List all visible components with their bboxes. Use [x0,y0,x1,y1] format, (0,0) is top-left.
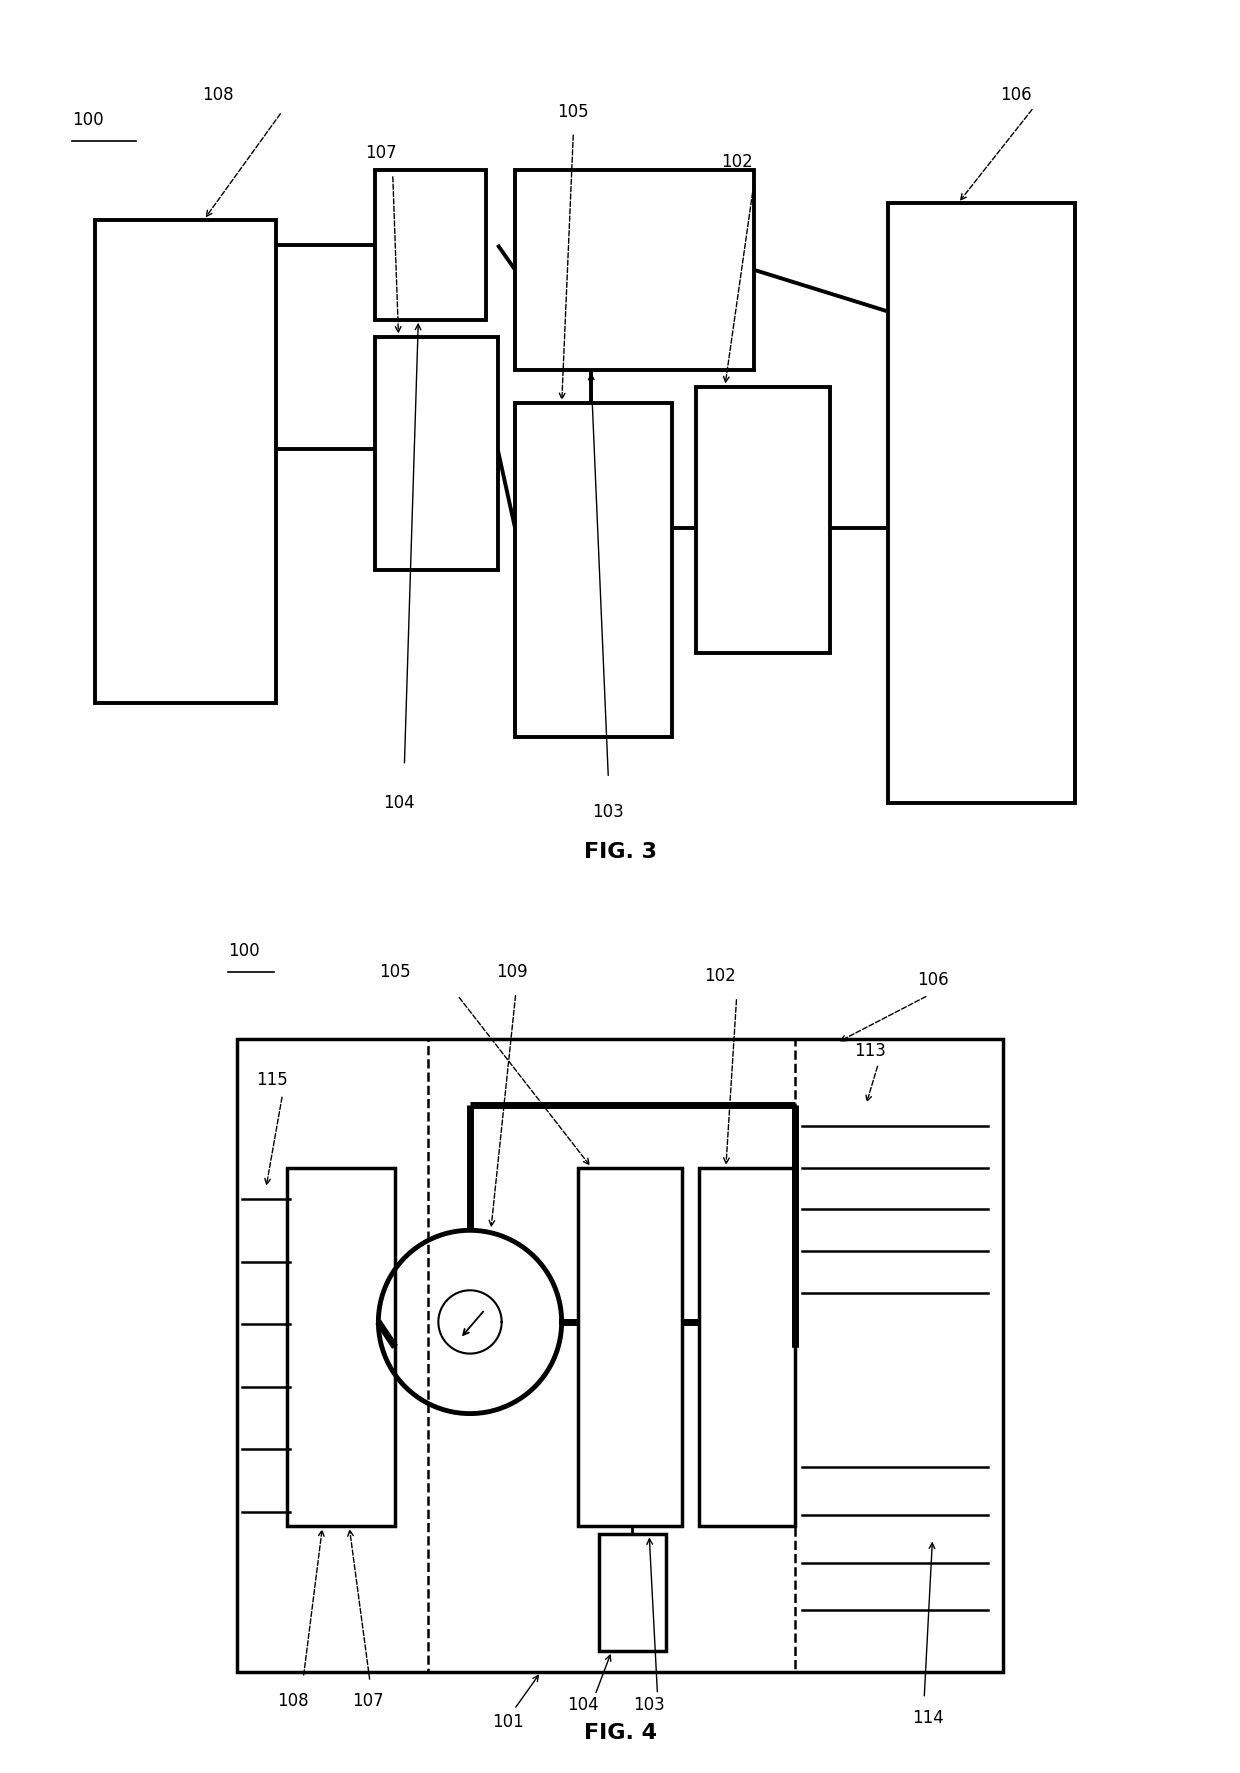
Bar [515,170,754,371]
Text: 107: 107 [366,144,397,161]
Text: 104: 104 [383,794,414,812]
Text: 107: 107 [352,1691,383,1711]
Text: 106: 106 [1001,85,1032,105]
Text: 113: 113 [854,1043,885,1060]
Text: FIG. 4: FIG. 4 [584,1723,656,1743]
Bar [795,1039,1003,1672]
Text: 102: 102 [720,152,753,170]
Bar [515,402,672,736]
Bar [376,170,486,319]
Bar [699,1168,795,1527]
Text: 106: 106 [916,972,949,989]
Bar [599,1534,666,1651]
Text: 103: 103 [593,803,624,821]
Text: FIG. 3: FIG. 3 [584,842,656,862]
Text: 100: 100 [72,112,104,129]
Text: 114: 114 [913,1709,944,1727]
Text: 105: 105 [558,103,589,121]
Bar [237,1039,428,1672]
Text: 108: 108 [277,1691,309,1711]
Text: 109: 109 [496,963,527,980]
Text: 105: 105 [379,963,410,980]
Text: 104: 104 [567,1697,599,1714]
Bar [376,337,497,569]
Bar [578,1168,682,1527]
Text: 100: 100 [228,941,260,961]
Bar [888,204,1075,803]
Bar [286,1168,396,1527]
Bar [95,220,277,704]
Bar [696,387,830,652]
Text: 115: 115 [255,1071,288,1089]
Text: 101: 101 [491,1713,523,1730]
Bar [237,1039,1003,1672]
Text: 102: 102 [704,966,735,986]
Text: 103: 103 [634,1697,665,1714]
Text: 108: 108 [202,85,233,105]
